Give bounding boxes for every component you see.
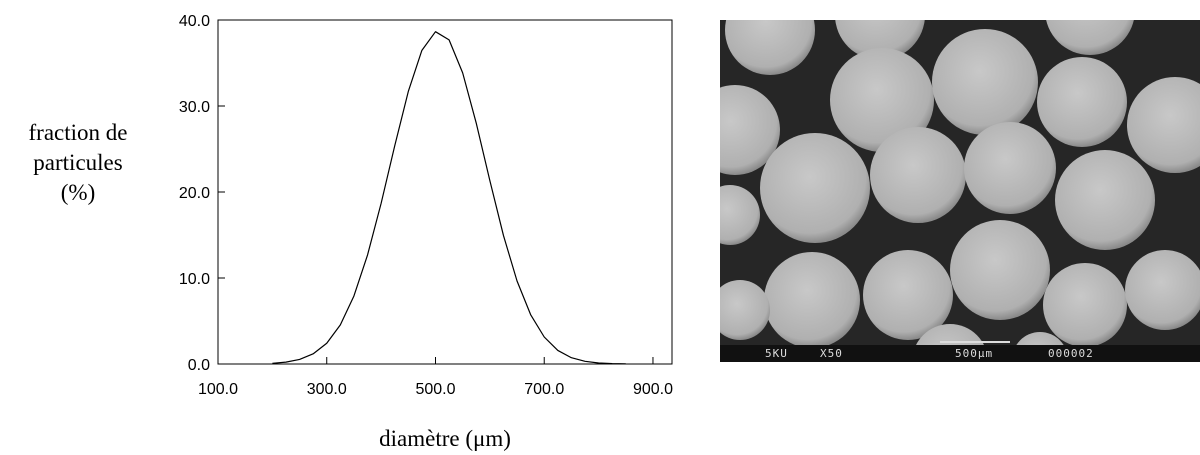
sem-label: 5KU (765, 347, 788, 360)
x-axis-label: diamètre (μm) (379, 426, 511, 451)
y-tick-label: 20.0 (179, 185, 210, 202)
y-tick-label: 40.0 (179, 13, 210, 30)
x-tick-label: 500.0 (415, 381, 455, 398)
micrograph: 5KU X50 500μm 000002 (720, 20, 1200, 362)
info-bar (720, 345, 1200, 362)
particles (720, 20, 1200, 345)
plot-frame (217, 19, 673, 365)
x-tick-label: 900.0 (633, 381, 673, 398)
x-tick-label: 700.0 (524, 381, 564, 398)
sem-label: 000002 (1048, 347, 1094, 360)
sem-label: X50 (820, 347, 843, 360)
y-axis-label: fraction de (29, 120, 128, 145)
y-axis-label: particules (33, 150, 122, 175)
y-axis-label: (%) (61, 180, 95, 205)
x-tick-label: 300.0 (307, 381, 347, 398)
y-tick-label: 0.0 (188, 357, 210, 374)
data-line (272, 31, 626, 365)
sem-label: 500μm (955, 347, 993, 360)
y-tick-label: 30.0 (179, 99, 210, 116)
y-tick-label: 10.0 (179, 271, 210, 288)
x-tick-label: 100.0 (198, 381, 238, 398)
